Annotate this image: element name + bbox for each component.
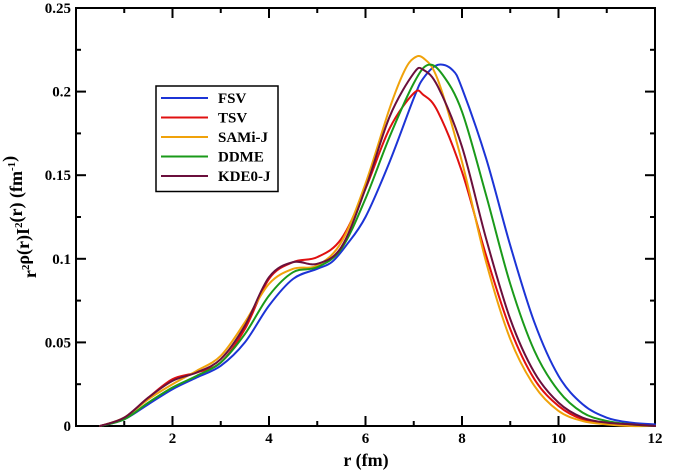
y-tick-label: 0 [64,419,72,435]
y-tick-label: 0.1 [52,252,71,268]
x-tick-label: 8 [458,431,466,447]
legend-label: FSV [218,91,247,107]
x-tick-label: 10 [551,431,566,447]
series-line-fsv [99,63,656,427]
series-line-ddme [99,63,656,427]
legend-label: DDME [218,150,264,166]
y-tick-label: 0.05 [45,335,71,351]
y-tick-label: 0.15 [45,168,71,184]
axis-ticks [75,7,656,427]
tick-labels: 2 4 6 8 10 12 0 0.05 0.1 0.15 0.2 0.25 [45,1,663,447]
y-tick-label: 0.2 [52,85,71,101]
legend-label: TSV [218,111,247,127]
y-axis-label: r2ρ(r)I2(r) (fm-1) [0,156,40,278]
series-line-sami-j [99,54,656,428]
x-tick-label: 4 [265,431,273,447]
x-tick-label: 2 [169,431,177,447]
x-tick-label: 12 [648,431,663,447]
legend-box [155,85,279,193]
series-lines [99,54,656,428]
legend-label: SAMi-J [218,130,268,146]
series-line-kde0-j [99,66,656,427]
x-tick-label: 6 [362,431,370,447]
x-axis-label: r (fm) [343,450,388,471]
y-tick-label: 0.25 [45,1,71,17]
legend-label: KDE0-J [218,169,271,185]
legend: FSV TSV SAMi-J DDME KDE0-J [155,85,279,193]
